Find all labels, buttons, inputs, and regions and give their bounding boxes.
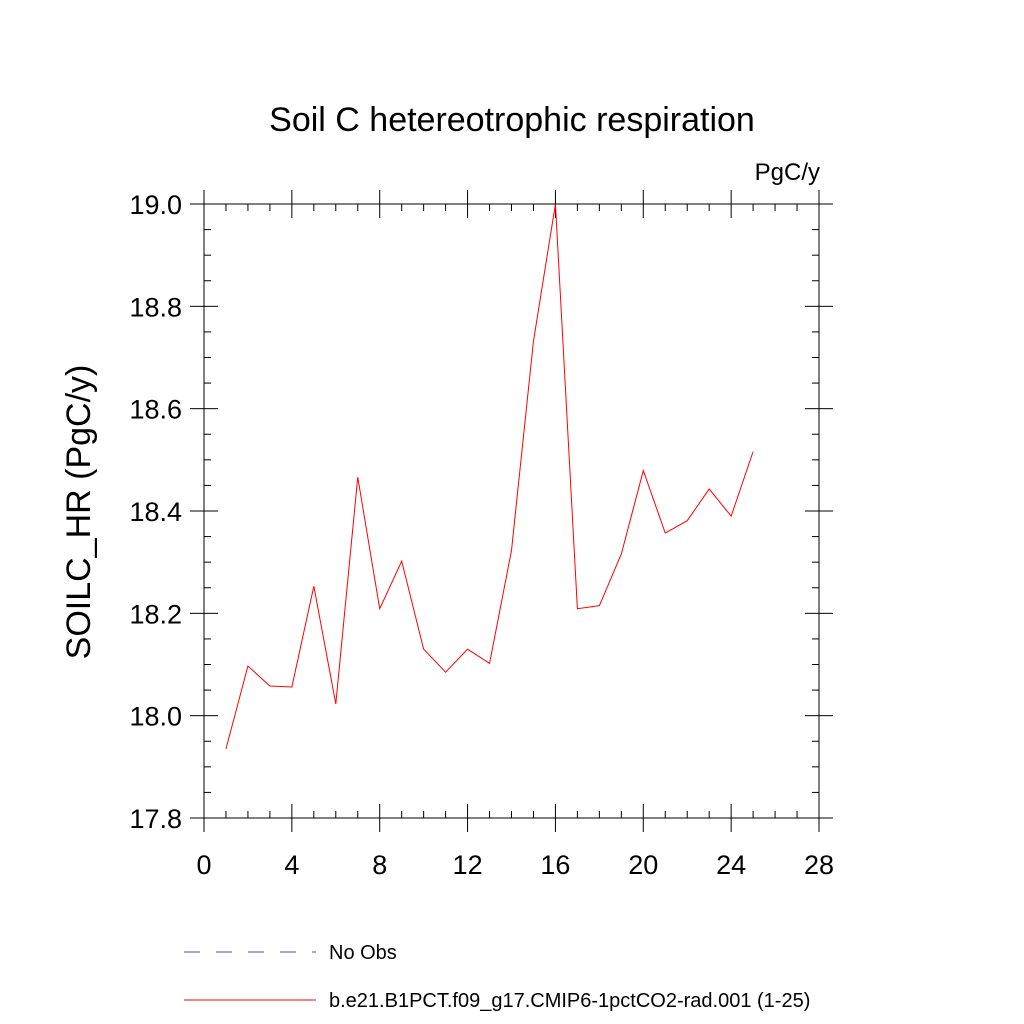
legend: No Obs b.e21.B1PCT.f09_g17.CMIP6-1pctCO2-… [184,942,810,1012]
legend-label: No Obs [329,942,397,964]
y-axis-label: SOILC_HR (PgC/y) [60,365,98,660]
x-tick-label: 0 [196,850,211,880]
y-tick-label: 18.6 [129,395,182,425]
axis-ticks [190,190,833,832]
chart-title: Soil C hetereotrophic respiration [269,101,755,139]
series-line [225,203,754,750]
y-tick-label: 17.8 [129,804,182,834]
y-tick-label: 18.0 [129,702,182,732]
x-tick-label: 4 [284,850,299,880]
x-tick-label: 24 [716,850,746,880]
units-label: PgC/y [755,159,820,186]
x-tick-label: 20 [628,850,658,880]
y-tick-label: 18.4 [129,497,182,527]
x-tick-label: 12 [453,850,483,880]
x-tick-label: 8 [372,850,387,880]
tick-labels: 0 4 8 12 16 20 24 28 17.8 18.0 18.2 18.4 18.6 18.8 19.… [129,190,834,880]
y-tick-label: 18.8 [129,292,182,322]
y-tick-label: 19.0 [129,190,182,220]
x-tick-label: 16 [540,850,570,880]
plot-frame [203,203,820,819]
y-tick-label: 18.2 [129,599,182,629]
x-tick-label: 28 [804,850,834,880]
legend-label: b.e21.B1PCT.f09_g17.CMIP6-1pctCO2-rad.00… [329,990,810,1012]
series-layer [225,203,754,750]
